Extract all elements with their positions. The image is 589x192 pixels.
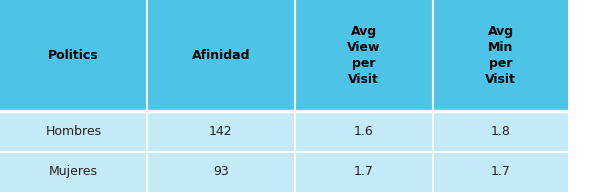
FancyBboxPatch shape — [433, 111, 568, 152]
FancyBboxPatch shape — [0, 111, 147, 152]
FancyBboxPatch shape — [294, 0, 433, 111]
FancyBboxPatch shape — [433, 152, 568, 192]
FancyBboxPatch shape — [147, 152, 294, 192]
Text: Hombres: Hombres — [45, 125, 102, 138]
FancyBboxPatch shape — [294, 111, 433, 152]
Text: Afinidad: Afinidad — [191, 49, 250, 62]
Text: Avg
View
per
Visit: Avg View per Visit — [347, 25, 380, 86]
FancyBboxPatch shape — [147, 111, 294, 152]
Text: 1.7: 1.7 — [354, 165, 373, 178]
Text: Avg
Min
per
Visit: Avg Min per Visit — [485, 25, 516, 86]
Text: 93: 93 — [213, 165, 229, 178]
FancyBboxPatch shape — [147, 0, 294, 111]
FancyBboxPatch shape — [0, 152, 147, 192]
Text: 1.7: 1.7 — [491, 165, 511, 178]
FancyBboxPatch shape — [0, 0, 147, 111]
Text: 142: 142 — [209, 125, 233, 138]
Text: Politics: Politics — [48, 49, 99, 62]
FancyBboxPatch shape — [294, 152, 433, 192]
FancyBboxPatch shape — [433, 0, 568, 111]
Text: 1.6: 1.6 — [354, 125, 373, 138]
Text: 1.8: 1.8 — [491, 125, 511, 138]
Text: Mujeres: Mujeres — [49, 165, 98, 178]
